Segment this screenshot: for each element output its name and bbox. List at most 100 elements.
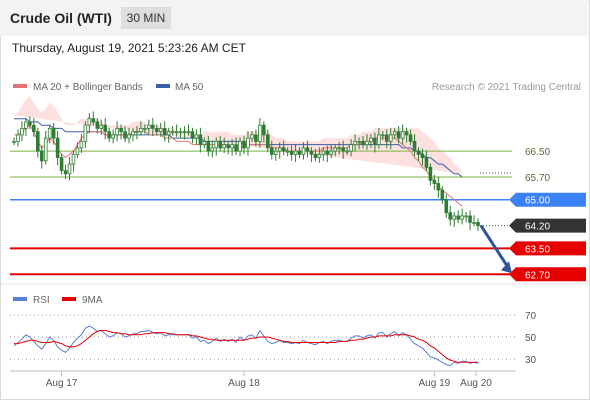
x-tick-label: Aug 17 — [46, 378, 78, 389]
candle-body — [277, 147, 282, 152]
candle-body — [341, 147, 345, 152]
candle-body — [151, 124, 155, 129]
candle-body — [143, 128, 147, 130]
candle-body — [75, 147, 80, 155]
candle-body — [448, 212, 453, 220]
candle-body — [218, 140, 223, 149]
candle-body — [147, 124, 151, 129]
rsi-line — [13, 325, 479, 367]
candle-body — [456, 215, 460, 220]
candle-body — [381, 134, 385, 137]
candle-body — [190, 131, 195, 139]
level-labels: 66.50 65.70 65.00 64.20 63.50 62.70 — [509, 147, 586, 282]
candle-body — [365, 140, 369, 146]
last-price-label: 64.20 — [525, 222, 550, 233]
candle-body — [194, 134, 199, 139]
candle-body — [357, 140, 361, 143]
candle-body — [210, 147, 215, 152]
candle-body — [222, 144, 226, 149]
forecast-arrow-shaft — [479, 224, 510, 269]
candle-body — [392, 131, 397, 136]
candle-body — [361, 140, 365, 146]
support-label-box-63.50 — [509, 241, 586, 256]
candle-body — [47, 128, 52, 139]
candle-body — [131, 131, 135, 136]
candle-body — [206, 140, 211, 152]
candle-body — [313, 153, 318, 158]
candle-body — [99, 124, 104, 129]
candle-body — [321, 150, 326, 155]
candle-body — [432, 179, 437, 184]
rsi-ma-legend-label: 9MA — [82, 295, 103, 306]
candle-body — [202, 140, 207, 146]
rsi-tick-70: 70 — [525, 311, 537, 322]
chart-header: Crude Oil (WTI) 30 MIN — [0, 0, 588, 36]
pivot-label-65.00: 65.00 — [525, 196, 550, 207]
candle-body — [178, 131, 183, 134]
candle-body — [329, 150, 334, 155]
candle-body — [309, 150, 314, 155]
candle-body — [258, 124, 262, 142]
candle-body — [214, 140, 219, 149]
resistance-label-65.70: 65.70 — [525, 173, 550, 184]
candle-body — [20, 128, 24, 136]
candle-body — [377, 134, 381, 146]
rsi-legend-label: RSI — [33, 295, 50, 306]
candle-body — [111, 134, 115, 139]
candle-body — [293, 150, 298, 155]
candle-body — [71, 153, 76, 165]
candle-body — [452, 215, 456, 220]
x-tick-label: Aug 19 — [419, 378, 451, 389]
support-label-62.70: 62.70 — [525, 270, 550, 281]
candle-body — [91, 118, 96, 123]
candle-body — [250, 134, 254, 139]
candle-body — [464, 215, 468, 218]
candle-body — [95, 121, 100, 129]
candle-body — [28, 121, 32, 126]
rsi-tick-50: 50 — [525, 333, 537, 344]
candle-body — [119, 128, 123, 133]
candle-body — [254, 134, 258, 142]
candle-body — [186, 131, 191, 134]
candle-body — [349, 144, 353, 152]
candle-body — [289, 150, 294, 155]
candle-body — [301, 147, 306, 155]
candle-body — [16, 134, 20, 142]
rsi-ma-line — [14, 329, 478, 363]
x-tick-label: Aug 18 — [228, 378, 260, 389]
candle-body — [242, 140, 246, 149]
candle-body — [400, 131, 405, 139]
candle-body — [262, 124, 266, 136]
bollinger-band — [14, 96, 463, 174]
candle-body — [369, 137, 373, 142]
instrument-title: Crude Oil (WTI) — [10, 10, 112, 26]
candle-body — [416, 150, 421, 155]
candle-body — [226, 144, 230, 149]
candle-body — [166, 131, 171, 136]
candle-body — [269, 147, 274, 155]
support-label-63.50: 63.50 — [525, 244, 550, 255]
rsi-tick-30: 30 — [525, 355, 537, 366]
candle-body — [476, 222, 480, 227]
candle-body — [317, 153, 322, 158]
candle-body — [472, 222, 476, 224]
candle-body — [460, 215, 464, 220]
interval-badge[interactable]: 30 MIN — [121, 7, 171, 29]
candles — [12, 111, 480, 231]
bollinger-bands — [14, 96, 463, 174]
candle-body — [115, 128, 119, 136]
candle-body — [59, 157, 64, 171]
candle-body — [154, 128, 159, 133]
candle-body — [412, 140, 417, 152]
candle-body — [305, 147, 310, 152]
rsi-ma-legend-swatch — [62, 297, 76, 301]
rsi-legend-swatch — [13, 297, 27, 301]
candle-body — [79, 140, 84, 149]
rsi-panel: 70 50 30 — [10, 311, 537, 367]
candle-body — [404, 131, 409, 136]
forecast-arrow-head — [501, 261, 512, 274]
candle-body — [353, 140, 357, 146]
candle-body — [32, 124, 36, 133]
candle-body — [198, 134, 203, 146]
candle-body — [39, 150, 44, 162]
